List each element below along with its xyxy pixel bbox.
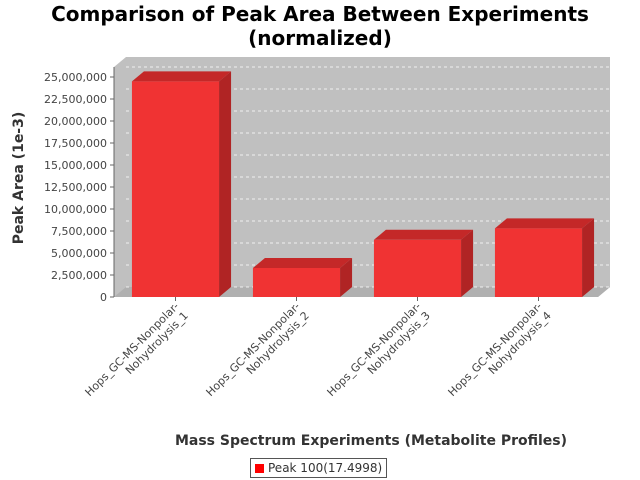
y-tick-label: 17,500,000	[44, 137, 107, 150]
y-tick-label: 10,000,000	[44, 203, 107, 216]
legend-label: Peak 100(17.4998)	[268, 461, 383, 475]
y-axis-label: Peak Area (1e-3)	[11, 112, 27, 245]
legend: Peak 100(17.4998)	[250, 458, 388, 478]
bar-top	[131, 71, 232, 82]
bar-side	[461, 229, 474, 297]
y-tick-label: 20,000,000	[44, 115, 107, 128]
y-tick-label: 25,000,000	[44, 71, 107, 84]
bar	[373, 239, 462, 297]
x-tick-label: Hops_GC-MS-Nonpolar-Nohydrolysis_4	[446, 300, 554, 408]
bar-top	[252, 257, 353, 268]
y-tick-label: 22,500,000	[44, 93, 107, 106]
bar-side	[219, 71, 232, 298]
bar	[494, 228, 583, 297]
chart-title: Comparison of Peak Area Between Experime…	[0, 2, 640, 50]
bar-side	[340, 257, 353, 297]
bar-side	[582, 218, 595, 297]
bar-chart: Peak Area (1e-3) Mass Spectrum Experimen…	[11, 57, 610, 449]
bar	[131, 81, 220, 298]
bar-top	[494, 218, 595, 229]
y-tick-label: 5,000,000	[51, 247, 107, 260]
y-tick-label: 7,500,000	[51, 225, 107, 238]
y-tick-label: 0	[100, 291, 107, 304]
y-tick-label: 2,500,000	[51, 269, 107, 282]
x-axis-label: Mass Spectrum Experiments (Metabolite Pr…	[175, 433, 567, 449]
x-tick-label: Hops_GC-MS-Nonpolar-Nohydrolysis_1	[83, 300, 191, 408]
plot-floor	[114, 287, 610, 297]
chart-title-line2: (normalized)	[248, 26, 392, 50]
legend-swatch	[255, 463, 264, 473]
chart-title-line1: Comparison of Peak Area Between Experime…	[51, 2, 589, 26]
x-tick-label: Hops_GC-MS-Nonpolar-Nohydrolysis_3	[325, 300, 433, 408]
bar	[252, 267, 341, 297]
x-tick-label: Hops_GC-MS-Nonpolar-Nohydrolysis_2	[204, 300, 312, 408]
y-tick-label: 15,000,000	[44, 159, 107, 172]
y-tick-label: 12,500,000	[44, 181, 107, 194]
bar-top	[373, 229, 474, 240]
